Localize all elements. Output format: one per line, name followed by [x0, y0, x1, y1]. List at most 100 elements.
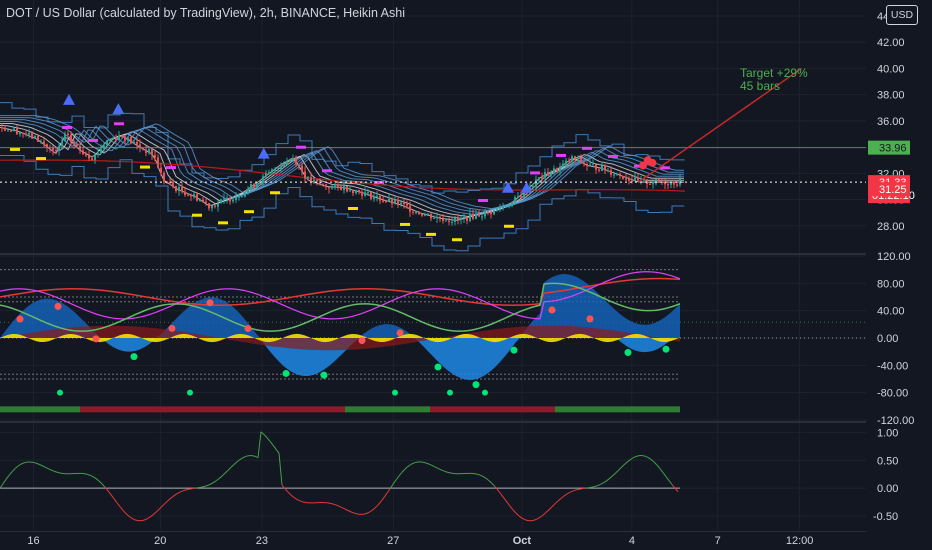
- candle-body: [580, 157, 582, 163]
- candle-body: [559, 166, 561, 172]
- momentum-line-segment: [215, 478, 220, 482]
- momentum-line-segment: [440, 469, 445, 472]
- state-bar-segment: [80, 406, 345, 413]
- time-tick-label: 12:00: [786, 535, 814, 547]
- price-pane[interactable]: Target +29%45 bars: [0, 66, 866, 252]
- momentum-line-segment: [671, 484, 676, 489]
- momentum-line-segment: [512, 509, 517, 514]
- candle-body: [43, 141, 45, 145]
- candle-body: [37, 135, 39, 142]
- momentum-line-segment: [20, 462, 25, 465]
- oscillator-dot: [57, 389, 63, 396]
- price-axis[interactable]: 44.0042.0040.0038.0036.0034.0032.0030.00…: [866, 0, 932, 550]
- candle-body: [430, 213, 432, 219]
- momentum-line-segment: [596, 484, 601, 487]
- candle-body: [202, 199, 204, 202]
- signal-dash: [452, 238, 462, 242]
- blue-wave-area: [0, 338, 680, 380]
- momentum-line-segment: [629, 457, 634, 461]
- oscillator-dot: [434, 363, 442, 371]
- candle-body: [307, 177, 309, 179]
- candle-body: [259, 183, 261, 185]
- momentum-line-segment: [344, 508, 349, 511]
- momentum-line-segment: [41, 465, 46, 468]
- candle-body: [172, 182, 174, 187]
- signal-dash: [400, 222, 410, 226]
- candle-body: [130, 137, 132, 143]
- candle-body: [406, 204, 408, 206]
- oscillator-pane[interactable]: [0, 269, 866, 413]
- candle-body: [364, 192, 366, 196]
- momentum-line-segment: [212, 480, 217, 484]
- candle-body: [352, 190, 354, 194]
- candle-body: [274, 169, 276, 171]
- candle-body: [82, 150, 84, 155]
- oscillator-dot: [482, 389, 488, 396]
- candle-body: [118, 135, 120, 141]
- signal-dash: [634, 164, 644, 168]
- oscillator-dot: [624, 348, 632, 356]
- momentum-line-segment: [176, 491, 181, 495]
- momentum-line-segment: [437, 467, 442, 471]
- momentum-line-segment: [125, 513, 130, 517]
- candle-body: [613, 174, 615, 176]
- candle-body: [277, 169, 279, 171]
- candle-body: [343, 186, 345, 191]
- candle-body: [415, 212, 417, 214]
- candle-body: [358, 190, 360, 192]
- candle-body: [148, 149, 150, 153]
- candle-body: [205, 201, 207, 204]
- candle-body: [142, 147, 144, 150]
- candle-body: [541, 177, 543, 179]
- candle-body: [547, 172, 549, 176]
- momentum-line-segment: [647, 457, 652, 460]
- momentum-line-segment: [371, 507, 376, 511]
- signal-dash: [582, 146, 592, 150]
- candle-body: [217, 203, 219, 207]
- candle-body: [658, 179, 660, 182]
- momentum-line-segment: [167, 497, 172, 501]
- candle-body: [589, 164, 591, 166]
- candle-body: [133, 141, 135, 143]
- momentum-line-segment: [170, 495, 175, 499]
- momentum-pane[interactable]: [0, 431, 680, 522]
- state-bar-segment: [430, 406, 555, 413]
- candle-body: [619, 173, 621, 177]
- candle-body: [448, 220, 450, 222]
- momentum-line-segment: [5, 475, 10, 480]
- candle-body: [535, 179, 537, 187]
- momentum-line-segment: [338, 505, 343, 508]
- signal-dash: [504, 224, 514, 228]
- candle-body: [301, 165, 303, 172]
- sell-signal-dot: [639, 161, 648, 170]
- momentum-line-segment: [95, 478, 100, 482]
- price-tick-label: 42.00: [877, 37, 905, 49]
- oscillator-dot: [510, 346, 518, 354]
- momentum-line-segment: [578, 488, 583, 490]
- candle-body: [244, 192, 246, 197]
- candle-body: [514, 197, 516, 202]
- candle-body: [355, 190, 357, 194]
- candle-body: [265, 173, 267, 177]
- candle-body: [643, 179, 645, 181]
- sell-signal-dot: [648, 158, 657, 167]
- momentum-line-segment: [650, 459, 655, 463]
- candle-body: [268, 172, 270, 174]
- candle-body: [412, 211, 414, 213]
- candle-body: [460, 217, 462, 220]
- candle-body: [52, 148, 54, 151]
- momentum-line-segment: [599, 482, 604, 486]
- momentum-line-segment: [149, 514, 154, 518]
- candle-body: [190, 195, 192, 197]
- oscillator-dot: [358, 337, 366, 345]
- momentum-line-segment: [656, 464, 661, 469]
- momentum-line-segment: [410, 462, 415, 465]
- currency-button[interactable]: USD: [886, 5, 918, 25]
- candle-body: [385, 201, 387, 203]
- time-axis[interactable]: 16 20 23 27 Oct 4 7 12:00: [0, 532, 932, 550]
- momentum-line-segment: [122, 509, 127, 514]
- candle-body: [466, 216, 468, 221]
- candle-body: [313, 179, 315, 182]
- momentum-line-segment: [140, 519, 145, 522]
